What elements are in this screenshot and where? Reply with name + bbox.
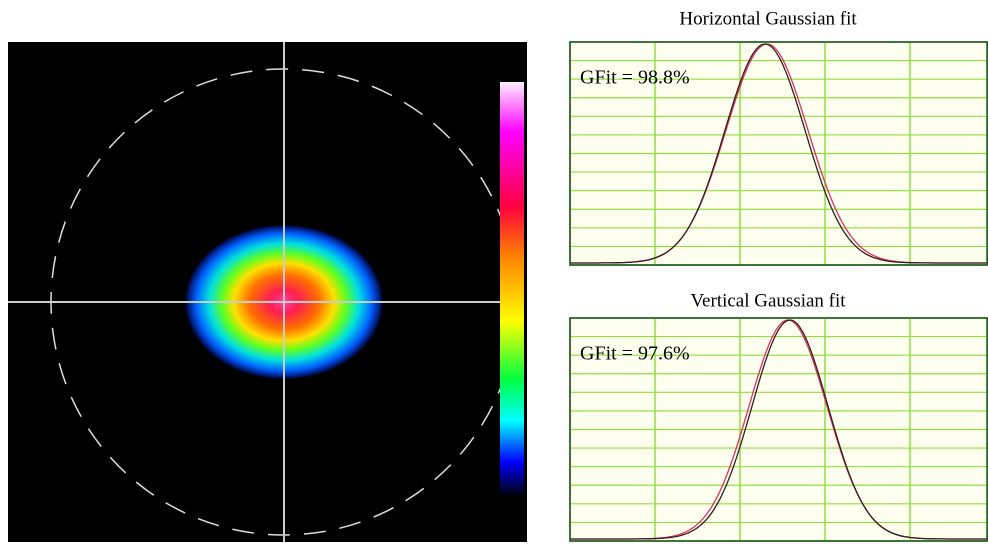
profile-curve — [570, 319, 988, 540]
fit-panel: Vertical Gaussian fit GFit = 97.6% — [569, 290, 988, 542]
plot-frame — [569, 317, 988, 542]
panel-title: Horizontal Gaussian fit — [679, 8, 857, 29]
beam-image — [8, 42, 527, 542]
gfit-label: GFit = 97.6% — [580, 343, 690, 365]
plot-frame — [569, 41, 988, 266]
gfit-label: GFit = 98.8% — [580, 67, 690, 89]
panel-title: Vertical Gaussian fit — [690, 290, 846, 311]
color-scale — [500, 82, 524, 495]
fit-panel: Horizontal Gaussian fit GFit = 98.8% — [569, 8, 988, 266]
profile-curve — [570, 43, 988, 264]
